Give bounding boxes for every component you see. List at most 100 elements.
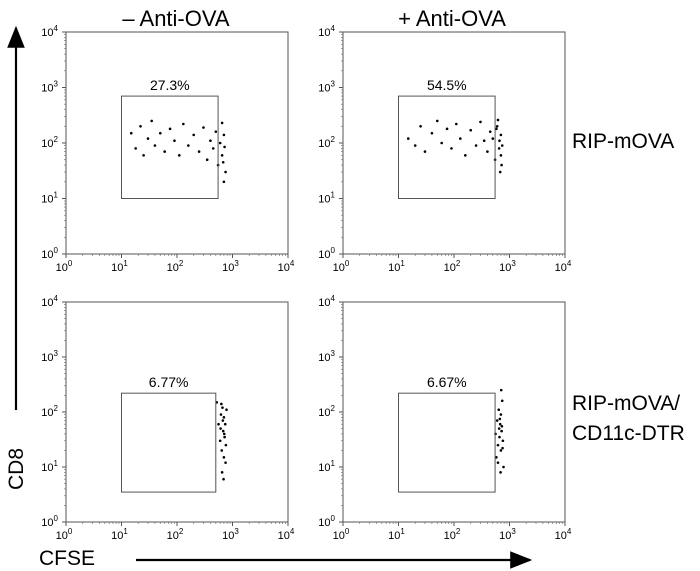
cell-event-point bbox=[192, 133, 196, 137]
gate-box bbox=[121, 95, 219, 199]
x-tick-label: 101 bbox=[388, 259, 405, 274]
cell-event-point bbox=[413, 144, 417, 147]
cell-event-point bbox=[219, 427, 222, 430]
cell-event-point bbox=[497, 427, 501, 430]
plot-frame bbox=[65, 31, 289, 255]
x-axis-title: CFSE bbox=[39, 547, 95, 570]
y-tick-label: 103 bbox=[318, 80, 335, 95]
gate-box bbox=[121, 392, 217, 493]
y-tick-label: 102 bbox=[318, 404, 335, 419]
plot-frame bbox=[65, 301, 289, 523]
cell-event-point bbox=[205, 158, 209, 162]
y-tick-label: 102 bbox=[41, 135, 58, 150]
cell-event-point bbox=[222, 180, 226, 184]
cell-event-point bbox=[495, 124, 499, 128]
cell-event-point bbox=[499, 388, 503, 392]
cell-event-point bbox=[220, 471, 224, 474]
row-label-rip-mova: RIP-mOVA bbox=[572, 130, 674, 153]
cell-event-point bbox=[222, 133, 226, 137]
cell-event-point bbox=[202, 126, 205, 129]
cell-event-point bbox=[500, 144, 504, 147]
cell-event-point bbox=[499, 471, 502, 474]
cell-event-point bbox=[435, 119, 439, 123]
y-tick-label: 100 bbox=[318, 246, 335, 261]
cell-event-point bbox=[221, 429, 225, 433]
y-tick-label: 103 bbox=[41, 80, 58, 95]
cell-event-point bbox=[214, 130, 218, 133]
cell-event-point bbox=[499, 449, 503, 452]
x-tick-label: 100 bbox=[333, 259, 350, 274]
cell-event-point bbox=[146, 137, 150, 140]
cell-event-point bbox=[499, 133, 503, 137]
cell-event-point bbox=[423, 150, 427, 153]
cell-event-point bbox=[501, 439, 505, 443]
cell-event-point bbox=[430, 131, 434, 135]
cell-event-point bbox=[482, 139, 486, 143]
cell-event-point bbox=[495, 419, 499, 422]
cell-event-point bbox=[223, 435, 226, 439]
cell-event-point bbox=[464, 154, 467, 157]
plot-frame bbox=[342, 301, 566, 523]
cell-event-point bbox=[222, 416, 226, 419]
cell-event-point bbox=[163, 150, 166, 153]
cell-event-point bbox=[150, 119, 153, 123]
gate-box bbox=[398, 392, 496, 493]
x-tick-label: 101 bbox=[111, 259, 128, 274]
x-tick-label: 104 bbox=[555, 259, 572, 274]
cell-event-point bbox=[158, 131, 162, 135]
x-tick-label: 104 bbox=[555, 527, 572, 542]
cell-event-point bbox=[223, 145, 226, 149]
y-tick-label: 102 bbox=[318, 135, 335, 150]
cell-event-point bbox=[496, 443, 500, 447]
row-label-rip-mova-cd11c-dtr-line1: RIP-mOVA/ bbox=[572, 392, 680, 415]
cell-event-point bbox=[495, 127, 498, 131]
x-tick-label: 104 bbox=[278, 527, 295, 542]
cell-event-point bbox=[498, 417, 502, 421]
cell-event-point bbox=[134, 147, 137, 150]
row-label-rip-mova-cd11c-dtr-line2: CD11c-DTR bbox=[572, 422, 685, 445]
y-tick-label: 101 bbox=[41, 191, 58, 206]
cell-event-point bbox=[454, 122, 458, 126]
cell-event-point bbox=[500, 163, 503, 167]
x-tick-label: 103 bbox=[222, 259, 239, 274]
x-tick-label: 100 bbox=[56, 527, 73, 542]
y-tick-label: 104 bbox=[318, 294, 335, 309]
gate-percentage-label: 6.77% bbox=[149, 374, 189, 390]
cell-event-point bbox=[222, 456, 226, 459]
cell-event-point bbox=[225, 408, 228, 412]
cell-event-point bbox=[139, 124, 142, 128]
y-axis-title: CD8 bbox=[5, 448, 28, 490]
cell-event-point bbox=[499, 154, 503, 157]
cell-event-point bbox=[500, 399, 504, 403]
y-tick-label: 102 bbox=[41, 404, 58, 419]
y-tick-label: 101 bbox=[41, 459, 58, 474]
cell-event-point bbox=[419, 124, 422, 128]
cell-event-point bbox=[496, 461, 500, 464]
cell-event-point bbox=[209, 139, 212, 143]
cell-event-point bbox=[501, 446, 504, 450]
cell-event-point bbox=[474, 144, 478, 147]
cell-event-point bbox=[129, 131, 133, 135]
y-tick-label: 100 bbox=[41, 246, 58, 261]
x-tick-label: 102 bbox=[167, 527, 184, 542]
cell-event-point bbox=[221, 406, 224, 409]
cell-event-point bbox=[221, 160, 225, 164]
cell-event-point bbox=[217, 422, 220, 426]
cell-event-point bbox=[469, 128, 473, 132]
y-tick-label: 104 bbox=[41, 294, 58, 309]
cell-event-point bbox=[220, 449, 224, 452]
plot-frame bbox=[342, 31, 566, 255]
cell-event-point bbox=[499, 413, 503, 416]
column-title-plus-anti-ova: + Anti-OVA bbox=[398, 6, 506, 31]
x-tick-label: 101 bbox=[111, 527, 128, 542]
cell-event-point bbox=[224, 443, 228, 447]
cell-event-point bbox=[498, 422, 502, 426]
cell-event-point bbox=[224, 170, 227, 174]
cell-event-point bbox=[479, 120, 482, 124]
cell-event-point bbox=[222, 432, 226, 436]
